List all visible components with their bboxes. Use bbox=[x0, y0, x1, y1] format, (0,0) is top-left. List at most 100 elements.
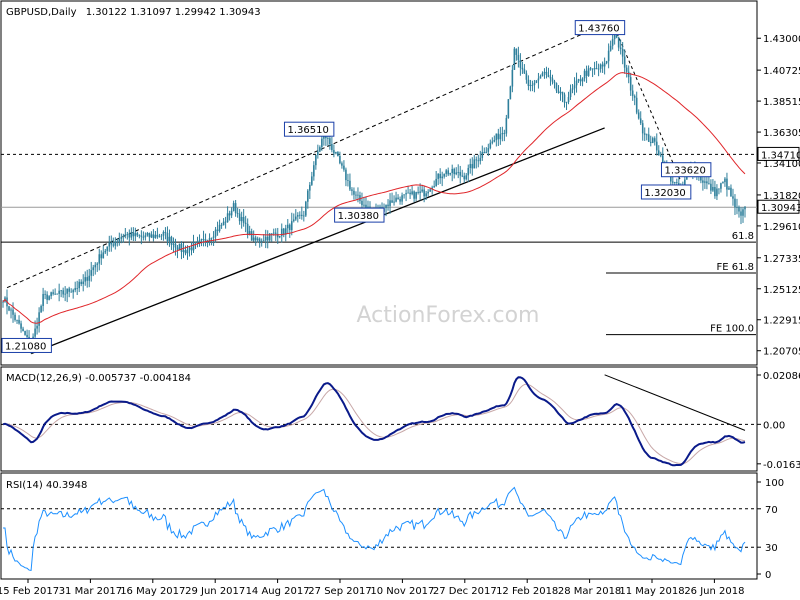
price-axis-marker bbox=[757, 199, 800, 214]
candle-body bbox=[613, 33, 616, 40]
candle-body bbox=[309, 184, 311, 191]
rsi-axis-label: 70 bbox=[765, 505, 778, 516]
candle-body bbox=[489, 142, 492, 149]
candle-body bbox=[10, 309, 12, 311]
candle-body bbox=[331, 144, 333, 151]
candle-body bbox=[419, 191, 421, 193]
candle-body bbox=[593, 67, 596, 70]
candle-body bbox=[44, 293, 46, 295]
macd-layer bbox=[1, 374, 757, 467]
candle-body bbox=[365, 204, 367, 209]
candle-body bbox=[246, 223, 249, 235]
candle-body bbox=[359, 195, 361, 201]
candle-body bbox=[361, 200, 363, 206]
candle-body bbox=[2, 301, 4, 303]
watermark: ActionForex.com bbox=[357, 303, 540, 328]
x-axis-label: 28 Mar 2018 bbox=[558, 586, 621, 597]
candle-body bbox=[96, 263, 99, 265]
axes-layer: 1.43000 1.40725 1.38515 1.36305 1.34100 1.318… bbox=[0, 34, 800, 597]
x-axis-label: 31 Mar 2017 bbox=[59, 586, 122, 597]
candle-body bbox=[437, 173, 439, 179]
annotation-label: 1.21080 bbox=[5, 341, 46, 352]
candle-body bbox=[742, 209, 744, 216]
candle-body bbox=[296, 215, 299, 217]
candle-body bbox=[499, 134, 502, 140]
candle-body bbox=[551, 78, 554, 82]
candle-body bbox=[333, 150, 335, 154]
candle-body bbox=[736, 207, 738, 208]
candle-body bbox=[595, 67, 598, 69]
candle-body bbox=[16, 319, 18, 321]
candle-body bbox=[605, 61, 608, 64]
candle-body bbox=[571, 88, 574, 90]
candle-body bbox=[118, 238, 121, 242]
candle-body bbox=[621, 48, 624, 57]
candle-body bbox=[22, 328, 24, 332]
candle-body bbox=[164, 231, 167, 233]
candle-body bbox=[343, 165, 345, 170]
candle-body bbox=[24, 331, 26, 335]
candle-body bbox=[509, 86, 512, 100]
candle-body bbox=[56, 293, 58, 295]
candle-body bbox=[176, 247, 179, 250]
candle-body bbox=[36, 325, 38, 329]
candle-body bbox=[14, 314, 16, 320]
candle-body bbox=[76, 288, 78, 289]
annotation-label: 1.33620 bbox=[664, 166, 705, 177]
candle-body bbox=[174, 243, 177, 248]
candle-body bbox=[46, 294, 48, 300]
candle-body bbox=[124, 234, 127, 236]
candle-body bbox=[407, 192, 409, 194]
macd-axis-label: 0.00 bbox=[763, 420, 785, 431]
candle-body bbox=[495, 133, 498, 141]
candle-body bbox=[54, 293, 56, 295]
candle-body bbox=[355, 194, 357, 196]
price-axis-marker-label: 1.30943 bbox=[761, 203, 800, 214]
candle-body bbox=[120, 236, 123, 239]
candle-body bbox=[523, 69, 526, 74]
candle-body bbox=[126, 234, 129, 235]
candle-body bbox=[505, 118, 508, 134]
macd-trendline bbox=[604, 374, 746, 431]
price-axis-label: 1.20705 bbox=[763, 347, 800, 358]
candle-body bbox=[238, 213, 241, 222]
channel-resistance-line bbox=[6, 23, 605, 289]
candle-body bbox=[345, 169, 347, 181]
candle-body bbox=[98, 254, 101, 264]
candle-body bbox=[192, 242, 195, 251]
candle-body bbox=[268, 233, 271, 241]
candle-body bbox=[78, 281, 81, 289]
candle-body bbox=[465, 175, 468, 180]
candle-body bbox=[337, 151, 339, 157]
candle-body bbox=[469, 164, 472, 168]
macd-axis-label: -0.016357 bbox=[763, 460, 800, 471]
candle-body bbox=[136, 233, 139, 236]
candle-body bbox=[732, 196, 734, 199]
price-panel bbox=[0, 0, 758, 366]
candle-body bbox=[657, 150, 660, 156]
candle-body bbox=[718, 188, 720, 190]
candle-body bbox=[182, 250, 185, 252]
candle-body bbox=[521, 67, 524, 70]
candle-body bbox=[643, 133, 646, 135]
candle-body bbox=[224, 221, 227, 223]
candle-body bbox=[726, 178, 728, 190]
candle-body bbox=[220, 224, 223, 226]
candle-body bbox=[90, 270, 93, 276]
candle-body bbox=[256, 238, 259, 241]
candle-body bbox=[88, 275, 91, 281]
candle-body bbox=[517, 54, 520, 61]
candle-body bbox=[274, 232, 277, 234]
candle-body bbox=[591, 68, 594, 70]
candle-body bbox=[303, 215, 305, 217]
candle-body bbox=[214, 229, 217, 237]
candle-body bbox=[254, 237, 257, 241]
candle-body bbox=[439, 173, 441, 179]
candle-body bbox=[74, 288, 76, 291]
candle-body bbox=[413, 191, 415, 199]
candle-body bbox=[475, 159, 478, 161]
candle-body bbox=[128, 234, 131, 238]
x-axis-label: 12 Feb 2018 bbox=[496, 586, 558, 597]
fib-label: 61.8 bbox=[732, 231, 754, 242]
price-title: GBPUSD,Daily 1.30122 1.31097 1.29942 1.3… bbox=[6, 7, 261, 18]
